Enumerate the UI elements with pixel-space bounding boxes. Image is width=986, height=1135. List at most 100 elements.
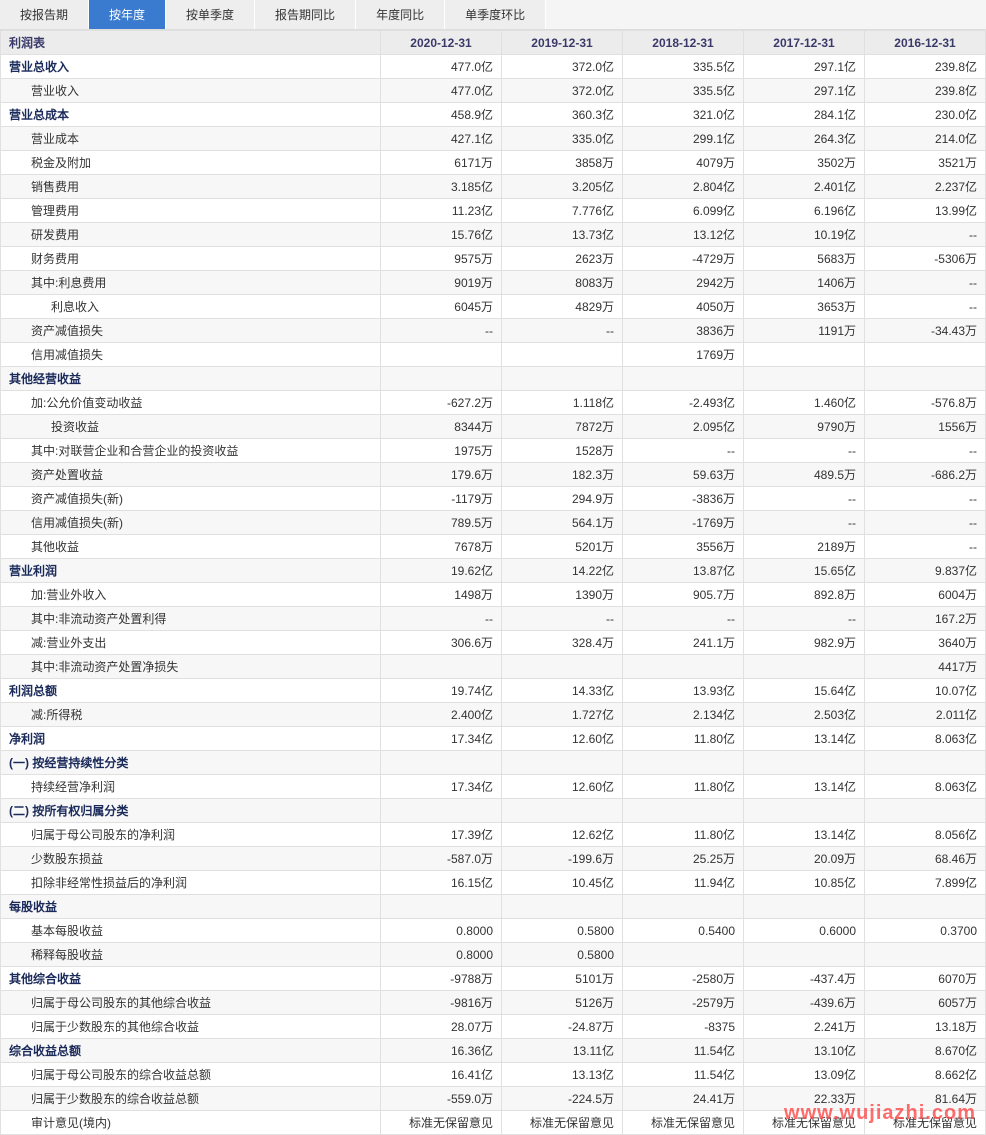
tab-年度同比[interactable]: 年度同比 — [356, 0, 445, 29]
row-label: 其中:对联营企业和合营企业的投资收益 — [1, 439, 381, 463]
table-row: 资产减值损失(新)-1179万294.9万-3836万---- — [1, 487, 986, 511]
cell-value: 22.33万 — [744, 1087, 865, 1111]
row-label: 税金及附加 — [1, 151, 381, 175]
cell-value: 13.09亿 — [744, 1063, 865, 1087]
cell-value — [381, 751, 502, 775]
table-header-row: 利润表2020-12-312019-12-312018-12-312017-12… — [1, 31, 986, 55]
cell-value — [865, 343, 986, 367]
cell-value: 8344万 — [381, 415, 502, 439]
cell-value: 11.94亿 — [623, 871, 744, 895]
cell-value: 8.670亿 — [865, 1039, 986, 1063]
cell-value: 335.0亿 — [502, 127, 623, 151]
cell-value: 12.62亿 — [502, 823, 623, 847]
cell-value: 4829万 — [502, 295, 623, 319]
cell-value: -- — [865, 439, 986, 463]
table-row: 归属于少数股东的其他综合收益28.07万-24.87万-83752.241万13… — [1, 1015, 986, 1039]
cell-value: 5201万 — [502, 535, 623, 559]
table-row: 归属于母公司股东的净利润17.39亿12.62亿11.80亿13.14亿8.05… — [1, 823, 986, 847]
table-row: 财务费用9575万2623万-4729万5683万-5306万 — [1, 247, 986, 271]
cell-value: 9790万 — [744, 415, 865, 439]
cell-value: 15.65亿 — [744, 559, 865, 583]
table-row: 信用减值损失1769万 — [1, 343, 986, 367]
row-label: 利润总额 — [1, 679, 381, 703]
row-label: 信用减值损失(新) — [1, 511, 381, 535]
row-label: 营业利润 — [1, 559, 381, 583]
row-label: 其他经营收益 — [1, 367, 381, 391]
cell-value: 1975万 — [381, 439, 502, 463]
table-row: 信用减值损失(新)789.5万564.1万-1769万---- — [1, 511, 986, 535]
cell-value: 标准无保留意见 — [744, 1111, 865, 1135]
cell-value — [744, 367, 865, 391]
cell-value: 2.011亿 — [865, 703, 986, 727]
row-label: 减:营业外支出 — [1, 631, 381, 655]
cell-value: 15.64亿 — [744, 679, 865, 703]
tab-按报告期[interactable]: 按报告期 — [0, 0, 89, 29]
row-label: 综合收益总额 — [1, 1039, 381, 1063]
cell-value: 241.1万 — [623, 631, 744, 655]
cell-value: 372.0亿 — [502, 55, 623, 79]
cell-value: 12.60亿 — [502, 727, 623, 751]
cell-value: 0.8000 — [381, 919, 502, 943]
cell-value — [744, 895, 865, 919]
cell-value: 13.10亿 — [744, 1039, 865, 1063]
row-label: 净利润 — [1, 727, 381, 751]
cell-value: -- — [865, 511, 986, 535]
cell-value: -- — [744, 439, 865, 463]
row-label: 其中:非流动资产处置利得 — [1, 607, 381, 631]
header-col: 2016-12-31 — [865, 31, 986, 55]
cell-value: 19.74亿 — [381, 679, 502, 703]
cell-value: 1556万 — [865, 415, 986, 439]
cell-value: 905.7万 — [623, 583, 744, 607]
tab-报告期同比[interactable]: 报告期同比 — [255, 0, 356, 29]
tab-单季度环比[interactable]: 单季度环比 — [445, 0, 546, 29]
cell-value — [744, 655, 865, 679]
table-row: 持续经营净利润17.34亿12.60亿11.80亿13.14亿8.063亿 — [1, 775, 986, 799]
cell-value: 标准无保留意见 — [865, 1111, 986, 1135]
cell-value: 11.23亿 — [381, 199, 502, 223]
cell-value: -9816万 — [381, 991, 502, 1015]
cell-value: -- — [865, 535, 986, 559]
cell-value: 4079万 — [623, 151, 744, 175]
row-label: 少数股东损益 — [1, 847, 381, 871]
cell-value: -- — [744, 511, 865, 535]
cell-value: 13.93亿 — [623, 679, 744, 703]
table-row: 营业利润19.62亿14.22亿13.87亿15.65亿9.837亿 — [1, 559, 986, 583]
cell-value: 25.25万 — [623, 847, 744, 871]
cell-value: 427.1亿 — [381, 127, 502, 151]
cell-value: 13.87亿 — [623, 559, 744, 583]
cell-value: 299.1亿 — [623, 127, 744, 151]
tab-按年度[interactable]: 按年度 — [89, 0, 166, 29]
header-col: 2020-12-31 — [381, 31, 502, 55]
table-row: 营业总收入477.0亿372.0亿335.5亿297.1亿239.8亿 — [1, 55, 986, 79]
cell-value: -1769万 — [623, 511, 744, 535]
cell-value: 0.5400 — [623, 919, 744, 943]
cell-value: -576.8万 — [865, 391, 986, 415]
header-col: 2019-12-31 — [502, 31, 623, 55]
tab-按单季度[interactable]: 按单季度 — [166, 0, 255, 29]
cell-value — [623, 895, 744, 919]
cell-value: 4050万 — [623, 295, 744, 319]
cell-value: 3502万 — [744, 151, 865, 175]
table-row: 营业成本427.1亿335.0亿299.1亿264.3亿214.0亿 — [1, 127, 986, 151]
cell-value: -- — [865, 295, 986, 319]
cell-value — [623, 751, 744, 775]
cell-value: -- — [865, 271, 986, 295]
cell-value: 11.80亿 — [623, 775, 744, 799]
row-label: 其中:利息费用 — [1, 271, 381, 295]
cell-value: 0.5800 — [502, 919, 623, 943]
cell-value: 179.6万 — [381, 463, 502, 487]
cell-value: 10.45亿 — [502, 871, 623, 895]
cell-value: 13.13亿 — [502, 1063, 623, 1087]
row-label: 营业总收入 — [1, 55, 381, 79]
cell-value: 11.80亿 — [623, 823, 744, 847]
cell-value: -1179万 — [381, 487, 502, 511]
row-label: 加:公允价值变动收益 — [1, 391, 381, 415]
cell-value: -- — [744, 487, 865, 511]
cell-value: 328.4万 — [502, 631, 623, 655]
cell-value — [865, 895, 986, 919]
table-row: 销售费用3.185亿3.205亿2.804亿2.401亿2.237亿 — [1, 175, 986, 199]
cell-value: 12.60亿 — [502, 775, 623, 799]
cell-value — [865, 799, 986, 823]
table-row: 其他收益7678万5201万3556万2189万-- — [1, 535, 986, 559]
cell-value: 3556万 — [623, 535, 744, 559]
